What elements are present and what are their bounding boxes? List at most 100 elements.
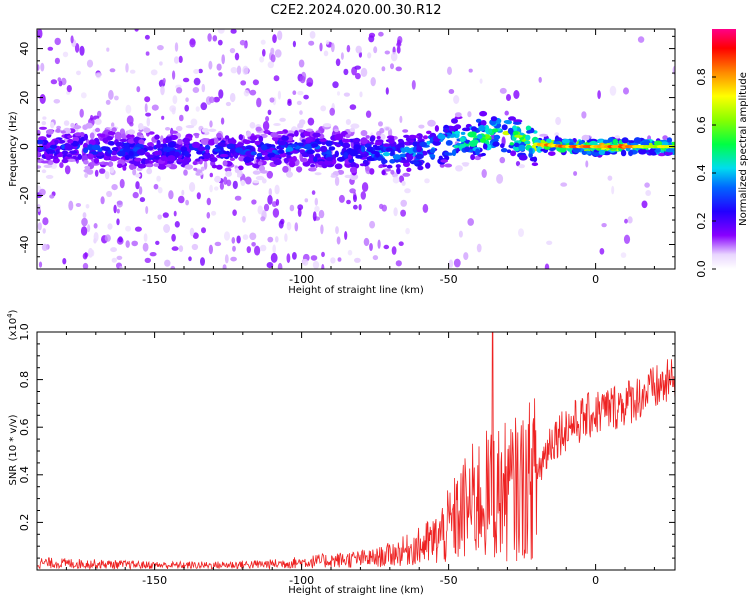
spectrogram-ridge-cell (386, 164, 393, 169)
spectrogram-speckle (119, 178, 125, 189)
spectrogram-ridge-cell (165, 163, 172, 168)
spectrogram-speckle (274, 49, 282, 58)
spectrogram-speckle (157, 187, 163, 194)
spectrogram-speckle (90, 249, 95, 257)
spectrogram-x-tick-label: -150 (142, 273, 167, 286)
spectrogram-speckle (90, 114, 94, 121)
spectrogram-ridge-cell (138, 123, 144, 130)
spectrogram-ridge-cell (438, 155, 443, 160)
spectrogram-ridge-cell (255, 126, 262, 132)
colorbar-gradient (712, 29, 736, 269)
spectrogram-ridge-cell (163, 146, 171, 152)
spectrogram-speckle (206, 212, 211, 219)
spectrogram-ridge-cell (390, 169, 395, 175)
spectrogram-ridge-cell (454, 112, 462, 118)
spectrogram-speckle (125, 225, 132, 232)
spectrogram-ridge-cell (529, 156, 537, 162)
spectrogram-ridge-cell (184, 164, 194, 170)
spectrogram-speckle (251, 199, 257, 205)
spectrogram-ridge-cell (166, 136, 172, 142)
spectrogram-speckle (378, 121, 383, 127)
spectrogram-ridge-cell (229, 157, 236, 161)
spectrogram-ridge-cell (385, 147, 393, 152)
spectrogram-ridge-cell (434, 125, 439, 132)
spectrogram-ridge-cell (93, 157, 100, 164)
spectrogram-ridge-cell (74, 132, 82, 137)
spectrogram-speckle (272, 208, 280, 218)
spectrogram-ridge-cell (657, 152, 666, 157)
spectrogram-speckle (243, 89, 250, 97)
spectrogram-ridge-cell (110, 150, 117, 156)
spectrogram-ridge-cell (660, 141, 669, 147)
spectrogram-speckle (174, 221, 180, 228)
spectrogram-ridge-cell (266, 143, 273, 148)
snr-panel: -150 -100 -50 0 0.2 0.4 0.6 0.8 1.0 Height of s… (6, 309, 676, 596)
spectrogram-ridge-cell (214, 137, 219, 145)
spectrogram-speckle (54, 37, 61, 46)
spectrogram-speckle (201, 83, 206, 93)
spectrogram-ridge-cell (83, 133, 88, 141)
spectrogram-speckle (270, 54, 276, 63)
spectrogram-speckle (337, 91, 340, 96)
spectrogram-speckle (287, 98, 292, 104)
spectrogram-ridge-cell (224, 167, 232, 173)
spectrogram-speckle (156, 175, 161, 182)
spectrogram-speckle (181, 189, 185, 196)
spectrogram-speckle (467, 218, 475, 226)
spectrogram-ridge-cell (307, 157, 314, 164)
spectrogram-speckle (560, 182, 568, 187)
spectrogram-ridge-cell (292, 155, 297, 162)
spectrogram-speckle (260, 216, 266, 222)
snr-x-tick-labels: -150 -100 -50 0 (142, 574, 599, 587)
spectrogram-ridge-cell (621, 137, 629, 144)
spectrogram-ridge-cell (267, 153, 275, 158)
spectrogram-ridge-cell (417, 165, 424, 171)
spectrogram-ridge-cell (303, 130, 311, 137)
spectrogram-ridge-cell (282, 165, 289, 173)
spectrogram-ridge-cell (278, 140, 286, 146)
spectrogram-speckle (609, 85, 617, 96)
spectrogram-ridge-cell (381, 157, 387, 165)
spectrogram-x-tick-label: -50 (440, 273, 458, 286)
spectrogram-ridge-cell (136, 132, 142, 136)
spectrogram-speckle (189, 38, 196, 48)
spectrogram-ridge-cell (349, 166, 358, 174)
spectrogram-ridge-cell (143, 127, 151, 134)
spectrogram-ridge-cell (286, 171, 293, 178)
spectrogram-ridge-cell (63, 120, 70, 126)
spectrogram-speckle (125, 63, 129, 73)
spectrogram-speckle (321, 263, 325, 269)
spectrogram-ridge-cell (97, 147, 103, 152)
spectrogram-speckle (68, 200, 74, 211)
spectrogram-speckle (624, 218, 628, 224)
spectrogram-ridge-cell (279, 149, 284, 154)
spectrogram-speckle (347, 249, 353, 256)
spectrogram-ridge-cell (145, 163, 153, 168)
spectrogram-speckle (320, 224, 324, 235)
spectrogram-ridge-cell (633, 137, 642, 144)
spectrogram-speckle (266, 170, 273, 179)
spectrogram-ridge-cell (336, 156, 345, 162)
spectrogram-speckle (144, 34, 150, 40)
spectrogram-speckle (378, 31, 384, 37)
spectrogram-speckle (332, 81, 339, 89)
spectrogram-ridge-cell (119, 138, 128, 143)
spectrogram-speckle (207, 33, 212, 42)
spectrogram-ridge-cell (176, 158, 184, 162)
spectrogram-ridge-cell (350, 123, 360, 129)
spectrogram-speckle (163, 224, 171, 233)
spectrogram-ridge-cell (191, 141, 201, 149)
spectrogram-speckle (144, 96, 151, 103)
spectrogram-ridge-cell (214, 175, 221, 183)
spectrogram-ridge-cell (69, 150, 78, 154)
spectrogram-ridge-cell (382, 143, 391, 148)
colorbar-tick-labels: 0.0 0.2 0.4 0.6 0.8 (695, 68, 716, 278)
spectrogram-speckle (161, 115, 165, 120)
spectrogram-speckle (229, 92, 236, 103)
spectrogram-speckle (118, 236, 123, 243)
spectrogram-speckle (369, 220, 376, 229)
spectrogram-speckle (82, 212, 87, 219)
spectrogram-ridge-cell (67, 158, 76, 162)
colorbar-tick-label: 0.6 (695, 116, 708, 134)
spectrogram-speckle (496, 174, 504, 184)
